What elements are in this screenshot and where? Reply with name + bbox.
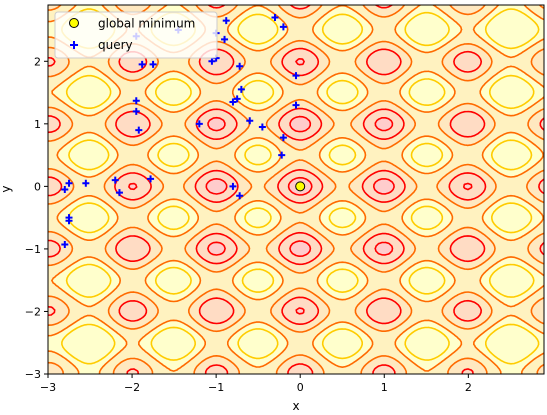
- query-point: [195, 120, 203, 128]
- y-axis-label: y: [0, 185, 13, 192]
- query-point: [61, 241, 69, 249]
- query-point: [82, 179, 90, 187]
- query-point: [292, 72, 300, 80]
- query-point: [233, 95, 241, 103]
- legend: global minimum query: [54, 11, 218, 59]
- contour-line-3: [48, 5, 544, 374]
- x-tick-label: −1: [208, 381, 224, 394]
- legend-label-global-minimum: global minimum: [98, 17, 195, 31]
- contour-line-4: [61, 8, 540, 365]
- query-point: [65, 217, 73, 225]
- y-tick-label: 1: [34, 118, 41, 131]
- x-tick-label: 1: [381, 381, 388, 394]
- legend-label-query: query: [98, 38, 133, 52]
- contour-line-0: [128, 58, 473, 315]
- legend-marker-query: [70, 41, 78, 49]
- y-tick-label: −3: [25, 368, 41, 381]
- query-point: [229, 98, 237, 106]
- x-tick-label: 0: [297, 381, 304, 394]
- query-point: [65, 179, 73, 187]
- query-point: [138, 60, 146, 68]
- y-tick-label: −2: [25, 305, 41, 318]
- legend-marker-global-minimum: [69, 18, 79, 28]
- query-point: [135, 126, 143, 134]
- x-axis-label: x: [292, 399, 299, 413]
- contour-line-2: [48, 5, 544, 374]
- query-point: [279, 134, 287, 142]
- query-point: [258, 123, 266, 131]
- y-axis-ticks: −3 −2 −1 0 1 2: [25, 55, 48, 381]
- x-tick-label: 2: [465, 381, 472, 394]
- x-tick-label: −2: [124, 381, 140, 394]
- query-point: [229, 182, 237, 190]
- plot-area: [48, 5, 544, 374]
- query-point: [222, 17, 230, 25]
- query-point: [292, 101, 300, 109]
- query-point: [279, 23, 287, 31]
- query-point: [115, 189, 123, 197]
- y-tick-label: −1: [25, 243, 41, 256]
- query-point: [246, 117, 254, 125]
- global-minimum-point: [295, 181, 306, 192]
- query-point: [208, 57, 216, 65]
- x-tick-label: −3: [40, 381, 56, 394]
- axes-frame: [47, 4, 545, 375]
- query-point: [221, 35, 229, 43]
- query-point: [149, 60, 157, 68]
- query-point: [147, 175, 155, 183]
- query-point: [132, 97, 140, 105]
- query-point: [278, 151, 286, 159]
- x-axis-ticks: −3 −2 −1 0 1 2: [40, 374, 472, 394]
- query-point: [132, 107, 140, 115]
- query-point: [237, 85, 245, 93]
- query-point: [61, 186, 69, 193]
- query-point: [236, 192, 244, 200]
- legend-box: [54, 11, 218, 59]
- y-tick-label: 0: [34, 180, 41, 193]
- query-point: [111, 176, 119, 184]
- query-point: [236, 62, 244, 70]
- query-point: [271, 14, 279, 22]
- contour-line-1: [48, 5, 544, 374]
- y-tick-label: 2: [34, 55, 41, 68]
